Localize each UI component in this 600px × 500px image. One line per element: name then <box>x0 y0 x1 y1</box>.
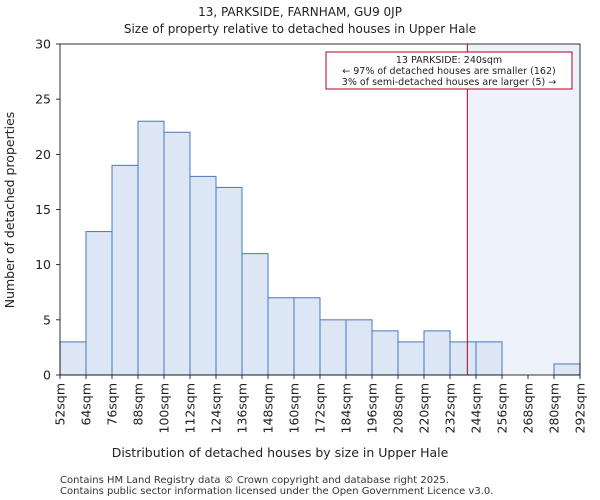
annotation-line-2: ← 97% of detached houses are smaller (16… <box>342 66 555 77</box>
bar-64sqm <box>85 231 113 376</box>
bar-136sqm <box>241 253 269 376</box>
x-axis-ticks: 52sqm 64sqm 76sqm 88sqm 100sqm 112sqm 124sqm 13… <box>53 375 588 433</box>
x-tick-label: 76sqm <box>105 383 120 426</box>
x-tick-label: 208sqm <box>391 383 406 433</box>
bar-196sqm <box>371 330 399 376</box>
bar-220sqm <box>423 330 451 376</box>
chart-title: 13, PARKSIDE, FARNHAM, GU9 0JP <box>198 5 402 19</box>
bar-76sqm <box>111 164 139 376</box>
y-tick-label: 30 <box>35 37 51 52</box>
annotation-box: 13 PARKSIDE: 240sqm ← 97% of detached ho… <box>325 51 573 90</box>
x-tick-label: 160sqm <box>287 383 302 433</box>
x-tick-label: 220sqm <box>417 383 432 433</box>
plot-frame <box>59 43 581 376</box>
y-tick-label: 0 <box>43 368 51 383</box>
x-tick-label: 244sqm <box>469 383 484 433</box>
bar-124sqm <box>215 186 243 376</box>
y-axis-label: Number of detached properties <box>2 112 17 309</box>
x-tick-label: 280sqm <box>547 383 562 433</box>
y-tick-label: 25 <box>35 92 51 107</box>
bar-172sqm <box>319 319 347 376</box>
x-tick-label: 184sqm <box>339 383 354 433</box>
x-tick-label: 172sqm <box>313 383 328 433</box>
bar-112sqm <box>189 175 217 376</box>
x-tick-label: 136sqm <box>235 383 250 433</box>
bar-88sqm <box>137 120 165 376</box>
bar-100sqm <box>163 131 191 376</box>
y-tick-label: 20 <box>35 147 51 162</box>
x-tick-label: 64sqm <box>79 383 94 426</box>
x-tick-label: 52sqm <box>53 383 68 426</box>
x-tick-label: 256sqm <box>495 383 510 433</box>
x-tick-label: 124sqm <box>209 383 224 433</box>
bar-280sqm <box>553 363 581 376</box>
x-tick-label: 292sqm <box>573 383 588 433</box>
y-axis-ticks: 0 5 10 15 20 25 30 <box>35 37 60 383</box>
y-tick-label: 15 <box>35 202 51 217</box>
chart-subtitle: Size of property relative to detached ho… <box>124 22 476 36</box>
footer-line-1: Contains HM Land Registry data © Crown c… <box>60 475 449 486</box>
x-tick-label: 88sqm <box>131 383 146 426</box>
annotation-line-3: 3% of semi-detached houses are larger (5… <box>342 77 556 88</box>
footer-line-2: Contains public sector information licen… <box>60 486 493 497</box>
y-tick-label: 5 <box>43 312 51 327</box>
x-tick-label: 232sqm <box>443 383 458 433</box>
bars <box>59 120 581 376</box>
x-axis-label: Distribution of detached houses by size … <box>112 445 449 460</box>
annotation-frame <box>325 51 573 90</box>
bar-244sqm <box>475 341 503 376</box>
bar-148sqm <box>267 297 295 376</box>
x-tick-label: 196sqm <box>365 383 380 433</box>
y-tick-label: 10 <box>35 257 51 272</box>
bar-232sqm <box>449 341 477 376</box>
bar-208sqm <box>397 341 425 376</box>
x-tick-label: 268sqm <box>521 383 536 433</box>
x-tick-label: 112sqm <box>183 383 198 433</box>
bar-52sqm <box>59 341 87 376</box>
bar-160sqm <box>293 297 321 376</box>
annotation-line-1: 13 PARKSIDE: 240sqm <box>396 55 502 66</box>
highlight-region <box>467 44 580 375</box>
x-tick-label: 148sqm <box>261 383 276 433</box>
bar-184sqm <box>345 319 373 376</box>
x-tick-label: 100sqm <box>157 383 172 433</box>
